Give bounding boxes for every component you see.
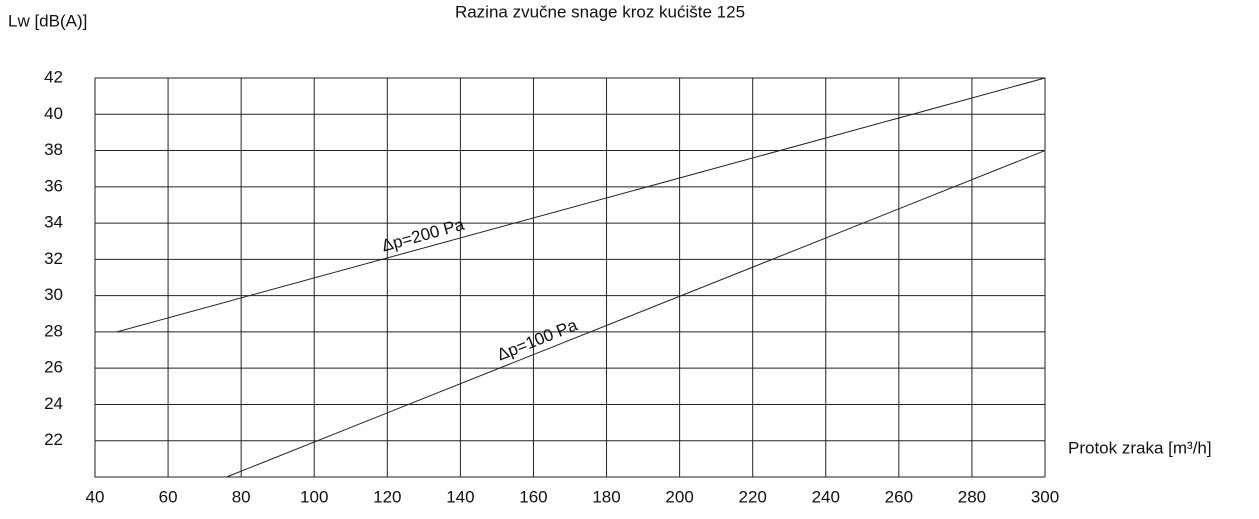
x-tick-label: 100 (300, 487, 328, 506)
y-tick-label: 22 (44, 430, 63, 449)
x-tick-label: 200 (665, 487, 693, 506)
line (116, 77, 1046, 333)
y-tick-label: 36 (44, 176, 63, 195)
chart-title: Razina zvučne snage kroz kućište 125 (455, 2, 745, 21)
x-tick-label: 300 (1031, 487, 1059, 506)
y-tick-label: 24 (44, 394, 63, 413)
y-tick-label: 42 (44, 67, 63, 86)
plot-frame (94, 77, 1046, 478)
y-tick-label: 38 (44, 140, 63, 159)
y-tick-label: 32 (44, 249, 63, 268)
line (226, 150, 1046, 478)
x-tick-label: 60 (159, 487, 178, 506)
x-tick-label: 280 (958, 487, 986, 506)
x-tick-label: 180 (592, 487, 620, 506)
x-tick-label: 160 (519, 487, 547, 506)
x-tick-label: 40 (86, 487, 105, 506)
x-tick-label: 220 (739, 487, 767, 506)
x-tick-label: 260 (885, 487, 913, 506)
y-tick-label: 30 (44, 285, 63, 304)
x-tick-label: 140 (446, 487, 474, 506)
x-tick-label: 240 (812, 487, 840, 506)
x-axis-label: Protok zraka [m³/h] (1068, 438, 1212, 457)
x-tick-label: 80 (232, 487, 251, 506)
y-tick-label: 40 (44, 104, 63, 123)
y-tick-label: 28 (44, 321, 63, 340)
y-tick-label: 34 (44, 213, 63, 232)
x-tick-label: 120 (373, 487, 401, 506)
y-axis-label: Lw [dB(A)] (8, 11, 87, 30)
y-tick-label: 26 (44, 358, 63, 377)
line-label: Δp=200 Pa (380, 215, 467, 256)
line-label: Δp=100 Pa (494, 315, 580, 364)
